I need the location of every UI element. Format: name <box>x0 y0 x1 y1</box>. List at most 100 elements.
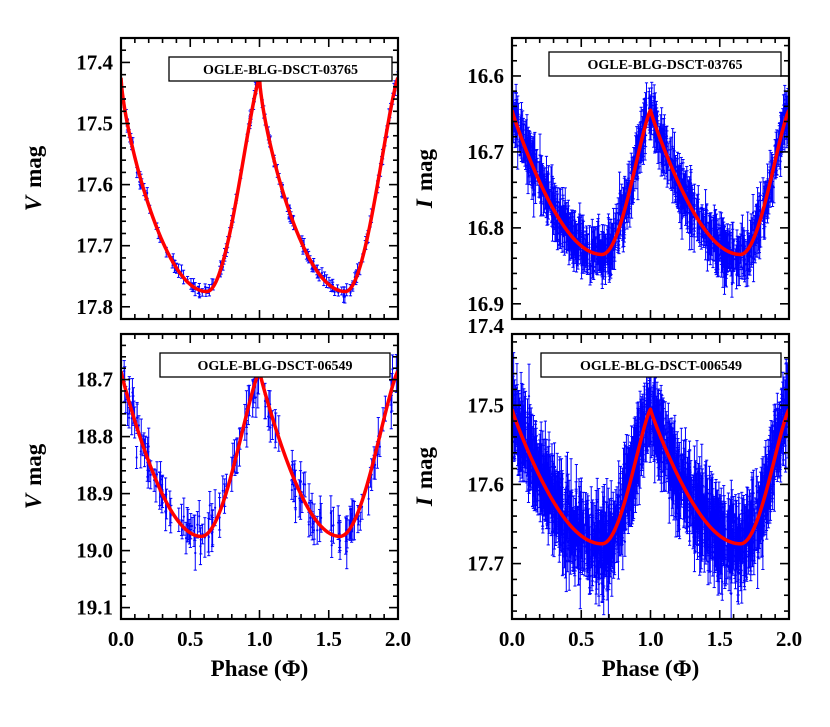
data-point <box>320 271 324 275</box>
data-point <box>189 525 192 528</box>
legend-box <box>548 51 782 77</box>
data-point <box>294 508 297 511</box>
data-point <box>332 524 335 527</box>
legend-star-name: OGLE-BLG-DSCT-03765 <box>587 58 742 73</box>
data-point <box>593 239 596 242</box>
data-point <box>196 523 199 526</box>
data-point <box>746 263 749 266</box>
data-point <box>550 197 554 200</box>
data-point <box>590 241 594 244</box>
y-tick-label: 17.6 <box>76 173 113 197</box>
data-point <box>184 536 188 540</box>
data-point <box>198 293 201 296</box>
data-point <box>367 497 370 500</box>
band-label: V <box>21 194 46 211</box>
data-point <box>519 120 523 123</box>
data-point <box>735 273 738 276</box>
data-point <box>534 180 537 183</box>
data-point <box>307 501 311 504</box>
data-point <box>208 504 211 507</box>
y-tick-label: 17.5 <box>76 112 113 136</box>
mag-label: mag <box>21 145 46 188</box>
data-point <box>597 233 600 237</box>
data-point <box>577 251 580 254</box>
y-tick-label: 17.4 <box>76 50 113 74</box>
data-point <box>124 398 127 401</box>
data-point <box>137 424 141 427</box>
y-axis-label: Imag <box>412 148 437 209</box>
data-point <box>182 515 185 518</box>
data-point <box>525 136 529 139</box>
data-point <box>596 259 599 262</box>
data-point <box>604 270 607 273</box>
data-point <box>316 529 319 532</box>
data-point <box>620 209 623 213</box>
legend-star-name: OGLE-BLG-DSCT-03765 <box>203 63 358 78</box>
data-point <box>579 233 582 236</box>
data-point <box>604 247 607 250</box>
data-point <box>207 535 210 539</box>
fit-curve <box>121 75 398 294</box>
data-point <box>269 426 272 429</box>
data-point <box>349 291 352 294</box>
mag-label: mag <box>412 148 437 191</box>
data-point <box>748 254 752 257</box>
data-point <box>686 211 689 215</box>
data-point <box>712 229 715 232</box>
data-point <box>554 222 558 225</box>
data-point <box>746 232 749 236</box>
data-point <box>330 544 333 547</box>
plot-area <box>121 71 398 304</box>
data-point <box>751 211 755 214</box>
data-point <box>570 245 573 249</box>
data-point <box>749 234 752 237</box>
y-tick-label: 16.8 <box>467 216 504 240</box>
data-point <box>704 223 707 226</box>
data-point <box>155 473 159 476</box>
data-point <box>662 129 665 132</box>
data-point <box>732 266 735 269</box>
data-point <box>164 511 167 514</box>
data-point <box>698 225 701 229</box>
data-point <box>756 237 759 240</box>
data-point <box>298 497 301 500</box>
data-point <box>564 205 567 208</box>
data-point <box>731 244 735 247</box>
data-point <box>739 244 742 247</box>
plot-area <box>512 81 789 298</box>
data-point <box>713 224 717 227</box>
data-point <box>687 194 691 197</box>
data-point <box>630 194 633 197</box>
data-point <box>310 267 314 270</box>
data-point <box>615 222 618 225</box>
y-axis-label: Vmag <box>21 145 46 211</box>
data-point <box>579 248 582 251</box>
data-point <box>307 523 310 526</box>
data-point <box>730 282 734 286</box>
data-point <box>607 236 611 240</box>
panel-2: 16.6 16.7 16.8 16.9 Imag OGLE-BLG-DSCT-03765 <box>412 36 791 321</box>
panel-3: 18.718.818.919.019.10.0 0.5 1.0 1.5 2.0VmagP… <box>21 332 411 681</box>
data-point <box>552 200 555 203</box>
data-point <box>180 528 184 531</box>
data-point <box>772 186 775 189</box>
data-point <box>684 211 687 214</box>
plot-area <box>121 354 398 571</box>
data-point <box>359 520 362 523</box>
data-point <box>671 145 674 148</box>
data-point <box>740 265 743 268</box>
data-point <box>345 550 348 553</box>
data-point <box>546 185 549 188</box>
y-tick-label: 16.7 <box>467 140 504 164</box>
data-point <box>378 445 382 448</box>
data-point <box>580 264 583 267</box>
data-point <box>568 248 571 251</box>
data-point <box>742 242 745 246</box>
data-point <box>601 261 604 264</box>
data-point <box>711 246 715 250</box>
data-point <box>644 139 647 142</box>
panel-1: 17.4 17.5 17.6 17.7 17.8 Vmag OGLE-BLG-DSCT-03… <box>21 36 400 321</box>
data-point <box>323 275 326 278</box>
legend-box <box>168 56 393 82</box>
